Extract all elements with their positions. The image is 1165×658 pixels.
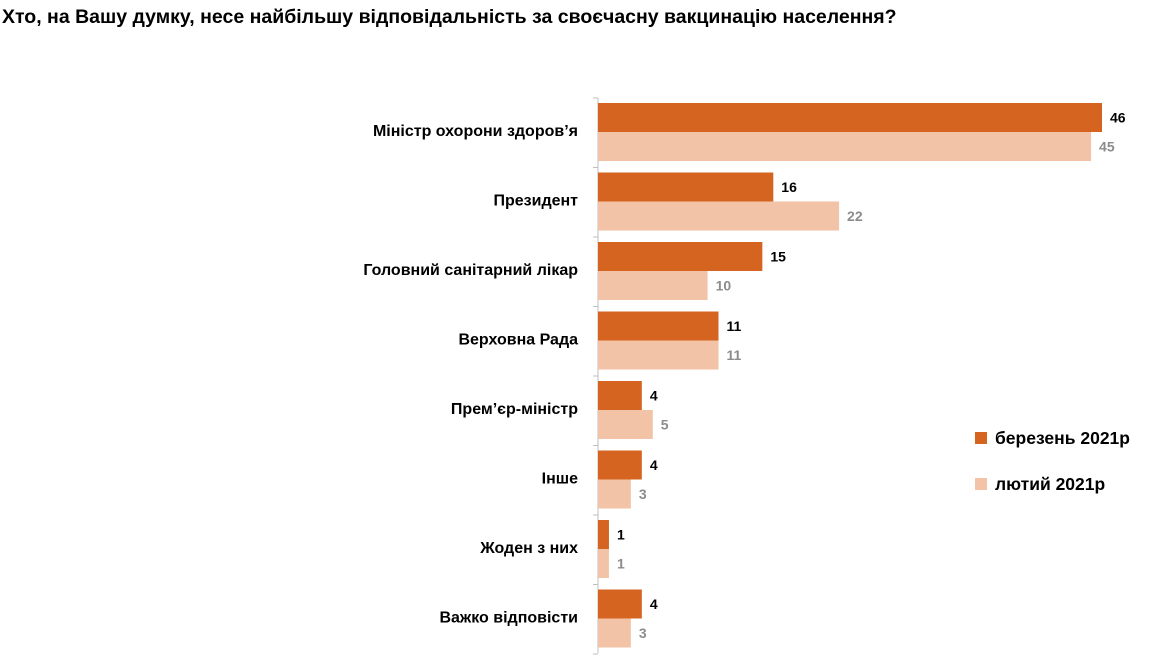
bar-february	[598, 549, 609, 578]
data-label-march: 1	[617, 527, 625, 543]
legend-swatch-march	[975, 432, 987, 444]
data-label-february: 3	[639, 486, 647, 502]
data-label-february: 45	[1099, 139, 1115, 155]
category-label: Важко відповісти	[439, 610, 578, 627]
bar-february	[598, 132, 1092, 161]
data-label-february: 22	[847, 208, 863, 224]
category-label: Верховна Рада	[458, 332, 578, 349]
data-label-february: 3	[639, 625, 647, 641]
bar-february	[598, 271, 708, 300]
category-label: Головний санітарний лікар	[363, 262, 578, 279]
bar-february	[598, 618, 631, 648]
bar-march	[598, 311, 719, 341]
data-label-february: 11	[727, 347, 742, 363]
legend-swatch-february	[975, 478, 987, 490]
bar-march	[598, 103, 1102, 132]
data-label-march: 15	[770, 249, 786, 265]
category-label: Міністр охорони здоров’я	[373, 123, 578, 140]
bar-march	[598, 381, 642, 410]
bar-february	[598, 479, 631, 509]
bar-march	[598, 450, 642, 480]
data-label-march: 46	[1110, 110, 1126, 126]
bar-march	[598, 520, 609, 549]
legend: березень 2021р лютий 2021р	[975, 426, 1130, 518]
bar-february	[598, 410, 653, 439]
data-label-march: 11	[727, 318, 742, 334]
data-label-march: 16	[781, 179, 797, 195]
category-label: Президент	[493, 193, 578, 210]
bar-february	[598, 340, 719, 370]
bar-march	[598, 589, 642, 619]
legend-item-march: березень 2021р	[975, 426, 1130, 450]
category-label: Жоден з них	[479, 540, 578, 557]
bar-march	[598, 172, 774, 202]
data-label-february: 10	[716, 278, 732, 294]
bar-february	[598, 201, 840, 231]
category-label: Інше	[542, 471, 578, 488]
data-label-march: 4	[650, 596, 658, 612]
chart-title: Хто, на Вашу думку, несе найбільшу відпо…	[2, 6, 897, 28]
data-label-february: 1	[617, 556, 625, 572]
legend-item-february: лютий 2021р	[975, 472, 1130, 496]
category-label: Прем’єр-міністр	[451, 401, 578, 418]
data-label-march: 4	[650, 457, 658, 473]
legend-label-march: березень 2021р	[995, 427, 1130, 448]
data-label-february: 5	[661, 417, 669, 433]
bar-march	[598, 242, 763, 271]
legend-label-february: лютий 2021р	[995, 473, 1106, 494]
data-label-march: 4	[650, 388, 658, 404]
